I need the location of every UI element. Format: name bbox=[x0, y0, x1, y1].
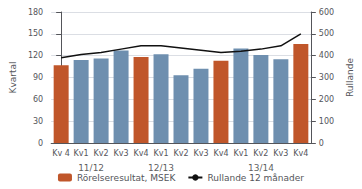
svg-text:Kv1: Kv1 bbox=[153, 149, 168, 158]
svg-text:Kv1: Kv1 bbox=[233, 149, 248, 158]
svg-text:90: 90 bbox=[33, 73, 43, 82]
svg-text:Kv3: Kv3 bbox=[114, 149, 129, 158]
svg-text:Kv2: Kv2 bbox=[173, 149, 188, 158]
svg-text:13/14: 13/14 bbox=[248, 163, 274, 173]
svg-text:30: 30 bbox=[33, 117, 43, 126]
svg-text:Kv4: Kv4 bbox=[134, 149, 149, 158]
svg-text:Kv1: Kv1 bbox=[74, 149, 89, 158]
svg-text:Kv3: Kv3 bbox=[273, 149, 288, 158]
svg-text:0: 0 bbox=[319, 139, 324, 148]
svg-text:400: 400 bbox=[319, 51, 334, 60]
svg-text:100: 100 bbox=[319, 117, 334, 126]
svg-text:60: 60 bbox=[33, 95, 43, 104]
svg-text:Kv2: Kv2 bbox=[94, 149, 109, 158]
svg-text:Kvartal: Kvartal bbox=[8, 62, 18, 94]
svg-text:Kv 4: Kv 4 bbox=[52, 149, 70, 158]
svg-text:11/12: 11/12 bbox=[78, 163, 104, 173]
svg-text:Kv3: Kv3 bbox=[193, 149, 208, 158]
svg-text:Kv4: Kv4 bbox=[213, 149, 228, 158]
svg-text:600: 600 bbox=[319, 8, 334, 17]
svg-text:Kv4: Kv4 bbox=[293, 149, 308, 158]
svg-text:150: 150 bbox=[28, 29, 43, 38]
svg-text:0: 0 bbox=[38, 139, 43, 148]
svg-text:200: 200 bbox=[319, 95, 334, 104]
svg-text:120: 120 bbox=[28, 51, 43, 60]
svg-text:Rullande 12 månader: Rullande 12 månader bbox=[207, 173, 304, 183]
svg-text:Kv2: Kv2 bbox=[253, 149, 268, 158]
svg-text:12/13: 12/13 bbox=[148, 163, 174, 173]
svg-text:Rörelseresultat, MSEK: Rörelseresultat, MSEK bbox=[77, 173, 177, 183]
svg-text:300: 300 bbox=[319, 73, 334, 82]
svg-text:500: 500 bbox=[319, 29, 334, 38]
svg-text:Rullande: Rullande bbox=[345, 58, 355, 97]
svg-text:180: 180 bbox=[28, 8, 43, 17]
